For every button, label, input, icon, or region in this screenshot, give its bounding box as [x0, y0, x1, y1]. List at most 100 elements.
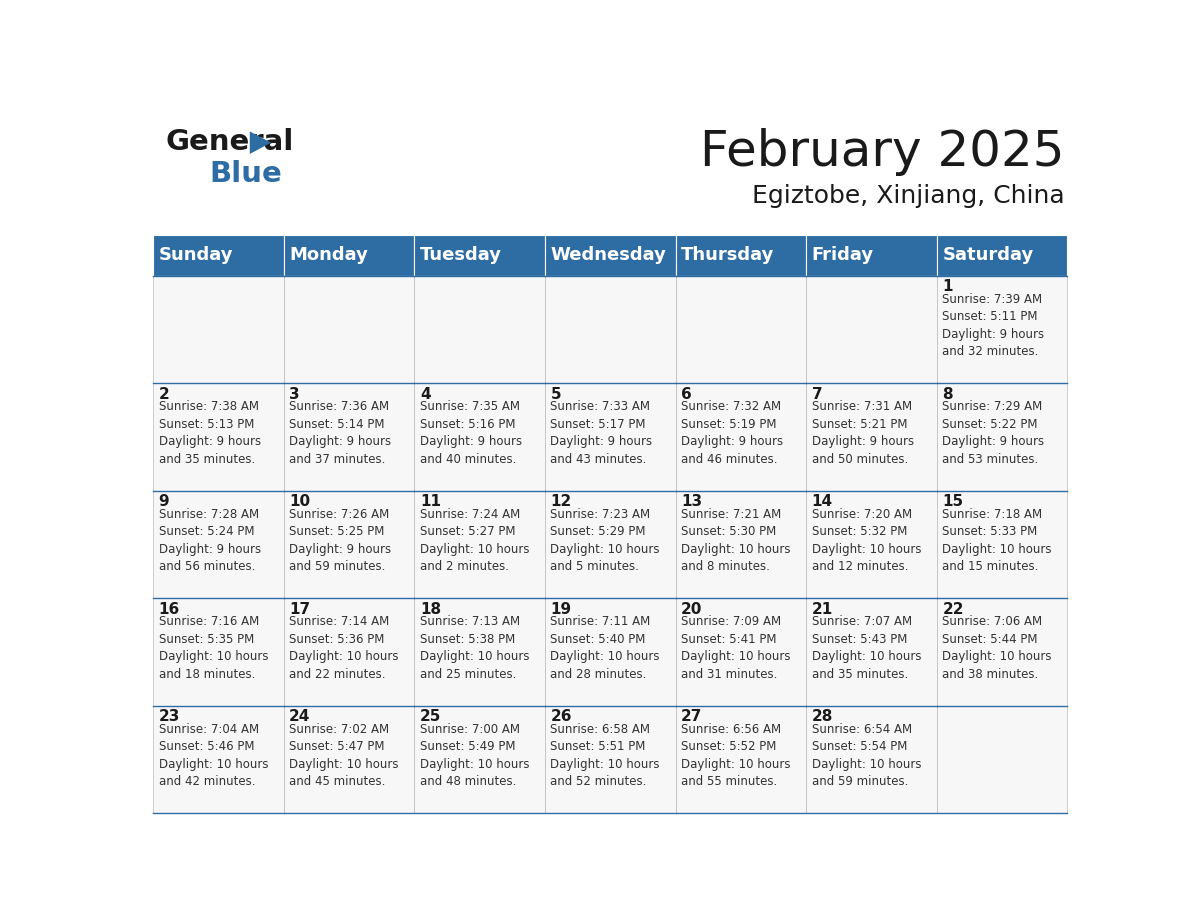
Polygon shape — [249, 131, 271, 154]
Text: Blue: Blue — [209, 161, 282, 188]
Bar — [415, 383, 545, 491]
Bar — [937, 491, 1067, 599]
Text: 11: 11 — [419, 494, 441, 509]
Text: 1: 1 — [942, 279, 953, 294]
Text: Sunrise: 7:09 AM
Sunset: 5:41 PM
Daylight: 10 hours
and 31 minutes.: Sunrise: 7:09 AM Sunset: 5:41 PM Dayligh… — [681, 615, 790, 681]
Text: 7: 7 — [811, 386, 822, 402]
Bar — [937, 235, 1067, 275]
Text: 28: 28 — [811, 710, 833, 724]
Text: 18: 18 — [419, 602, 441, 617]
Text: 13: 13 — [681, 494, 702, 509]
Text: Sunrise: 7:23 AM
Sunset: 5:29 PM
Daylight: 10 hours
and 5 minutes.: Sunrise: 7:23 AM Sunset: 5:29 PM Dayligh… — [550, 508, 661, 573]
Bar — [545, 383, 676, 491]
Text: 4: 4 — [419, 386, 430, 402]
Bar — [676, 491, 807, 599]
Bar — [415, 599, 545, 706]
Text: Sunrise: 7:20 AM
Sunset: 5:32 PM
Daylight: 10 hours
and 12 minutes.: Sunrise: 7:20 AM Sunset: 5:32 PM Dayligh… — [811, 508, 921, 573]
Text: 24: 24 — [289, 710, 310, 724]
Text: 22: 22 — [942, 602, 963, 617]
Text: Saturday: Saturday — [942, 246, 1034, 264]
Bar — [153, 275, 284, 383]
Text: 16: 16 — [159, 602, 179, 617]
Bar — [807, 383, 937, 491]
Text: Sunrise: 7:31 AM
Sunset: 5:21 PM
Daylight: 9 hours
and 50 minutes.: Sunrise: 7:31 AM Sunset: 5:21 PM Dayligh… — [811, 400, 914, 465]
Text: Sunrise: 7:14 AM
Sunset: 5:36 PM
Daylight: 10 hours
and 22 minutes.: Sunrise: 7:14 AM Sunset: 5:36 PM Dayligh… — [289, 615, 399, 681]
Bar — [807, 275, 937, 383]
Text: Thursday: Thursday — [681, 246, 775, 264]
Bar — [545, 599, 676, 706]
Text: Tuesday: Tuesday — [419, 246, 501, 264]
Text: Sunrise: 6:54 AM
Sunset: 5:54 PM
Daylight: 10 hours
and 59 minutes.: Sunrise: 6:54 AM Sunset: 5:54 PM Dayligh… — [811, 722, 921, 789]
Text: Sunrise: 7:21 AM
Sunset: 5:30 PM
Daylight: 10 hours
and 8 minutes.: Sunrise: 7:21 AM Sunset: 5:30 PM Dayligh… — [681, 508, 790, 573]
Text: Sunrise: 7:33 AM
Sunset: 5:17 PM
Daylight: 9 hours
and 43 minutes.: Sunrise: 7:33 AM Sunset: 5:17 PM Dayligh… — [550, 400, 652, 465]
Bar — [807, 599, 937, 706]
Bar — [153, 383, 284, 491]
Bar — [284, 491, 415, 599]
Text: Sunrise: 7:29 AM
Sunset: 5:22 PM
Daylight: 9 hours
and 53 minutes.: Sunrise: 7:29 AM Sunset: 5:22 PM Dayligh… — [942, 400, 1044, 465]
Text: Sunrise: 7:18 AM
Sunset: 5:33 PM
Daylight: 10 hours
and 15 minutes.: Sunrise: 7:18 AM Sunset: 5:33 PM Dayligh… — [942, 508, 1051, 573]
Text: Sunrise: 7:26 AM
Sunset: 5:25 PM
Daylight: 9 hours
and 59 minutes.: Sunrise: 7:26 AM Sunset: 5:25 PM Dayligh… — [289, 508, 391, 573]
Text: 12: 12 — [550, 494, 571, 509]
Bar — [545, 491, 676, 599]
Text: 10: 10 — [289, 494, 310, 509]
Text: 20: 20 — [681, 602, 702, 617]
Text: 27: 27 — [681, 710, 702, 724]
Text: Sunrise: 7:39 AM
Sunset: 5:11 PM
Daylight: 9 hours
and 32 minutes.: Sunrise: 7:39 AM Sunset: 5:11 PM Dayligh… — [942, 293, 1044, 358]
Text: Sunrise: 7:11 AM
Sunset: 5:40 PM
Daylight: 10 hours
and 28 minutes.: Sunrise: 7:11 AM Sunset: 5:40 PM Dayligh… — [550, 615, 661, 681]
Text: 3: 3 — [289, 386, 299, 402]
Bar — [415, 235, 545, 275]
Bar — [676, 383, 807, 491]
Text: 2: 2 — [159, 386, 170, 402]
Text: 19: 19 — [550, 602, 571, 617]
Text: Sunrise: 6:56 AM
Sunset: 5:52 PM
Daylight: 10 hours
and 55 minutes.: Sunrise: 6:56 AM Sunset: 5:52 PM Dayligh… — [681, 722, 790, 789]
Text: Wednesday: Wednesday — [550, 246, 666, 264]
Bar — [807, 491, 937, 599]
Text: Sunrise: 7:07 AM
Sunset: 5:43 PM
Daylight: 10 hours
and 35 minutes.: Sunrise: 7:07 AM Sunset: 5:43 PM Dayligh… — [811, 615, 921, 681]
Bar — [807, 706, 937, 813]
Bar — [153, 235, 284, 275]
Bar — [676, 275, 807, 383]
Text: Sunrise: 7:13 AM
Sunset: 5:38 PM
Daylight: 10 hours
and 25 minutes.: Sunrise: 7:13 AM Sunset: 5:38 PM Dayligh… — [419, 615, 530, 681]
Bar — [284, 275, 415, 383]
Text: Sunrise: 7:04 AM
Sunset: 5:46 PM
Daylight: 10 hours
and 42 minutes.: Sunrise: 7:04 AM Sunset: 5:46 PM Dayligh… — [159, 722, 268, 789]
Text: 9: 9 — [159, 494, 169, 509]
Text: 26: 26 — [550, 710, 571, 724]
Text: Sunrise: 7:06 AM
Sunset: 5:44 PM
Daylight: 10 hours
and 38 minutes.: Sunrise: 7:06 AM Sunset: 5:44 PM Dayligh… — [942, 615, 1051, 681]
Bar — [284, 599, 415, 706]
Bar — [284, 235, 415, 275]
Text: 25: 25 — [419, 710, 441, 724]
Bar — [284, 706, 415, 813]
Bar — [545, 706, 676, 813]
Text: Sunrise: 7:16 AM
Sunset: 5:35 PM
Daylight: 10 hours
and 18 minutes.: Sunrise: 7:16 AM Sunset: 5:35 PM Dayligh… — [159, 615, 268, 681]
Text: 6: 6 — [681, 386, 691, 402]
Text: Sunrise: 7:36 AM
Sunset: 5:14 PM
Daylight: 9 hours
and 37 minutes.: Sunrise: 7:36 AM Sunset: 5:14 PM Dayligh… — [289, 400, 391, 465]
Text: Sunday: Sunday — [159, 246, 233, 264]
Text: Monday: Monday — [289, 246, 368, 264]
Text: Sunrise: 7:32 AM
Sunset: 5:19 PM
Daylight: 9 hours
and 46 minutes.: Sunrise: 7:32 AM Sunset: 5:19 PM Dayligh… — [681, 400, 783, 465]
Bar — [937, 599, 1067, 706]
Text: 23: 23 — [159, 710, 181, 724]
Text: Sunrise: 7:00 AM
Sunset: 5:49 PM
Daylight: 10 hours
and 48 minutes.: Sunrise: 7:00 AM Sunset: 5:49 PM Dayligh… — [419, 722, 530, 789]
Text: Sunrise: 6:58 AM
Sunset: 5:51 PM
Daylight: 10 hours
and 52 minutes.: Sunrise: 6:58 AM Sunset: 5:51 PM Dayligh… — [550, 722, 661, 789]
Text: Egiztobe, Xinjiang, China: Egiztobe, Xinjiang, China — [752, 185, 1064, 208]
Text: 14: 14 — [811, 494, 833, 509]
Text: 17: 17 — [289, 602, 310, 617]
Text: Sunrise: 7:38 AM
Sunset: 5:13 PM
Daylight: 9 hours
and 35 minutes.: Sunrise: 7:38 AM Sunset: 5:13 PM Dayligh… — [159, 400, 260, 465]
Text: 21: 21 — [811, 602, 833, 617]
Bar — [153, 491, 284, 599]
Bar — [545, 275, 676, 383]
Bar — [676, 599, 807, 706]
Bar — [676, 235, 807, 275]
Bar — [937, 275, 1067, 383]
Bar — [415, 706, 545, 813]
Text: Sunrise: 7:24 AM
Sunset: 5:27 PM
Daylight: 10 hours
and 2 minutes.: Sunrise: 7:24 AM Sunset: 5:27 PM Dayligh… — [419, 508, 530, 573]
Text: February 2025: February 2025 — [700, 128, 1064, 176]
Bar — [807, 235, 937, 275]
Bar — [937, 383, 1067, 491]
Bar — [153, 706, 284, 813]
Text: 15: 15 — [942, 494, 963, 509]
Text: Sunrise: 7:02 AM
Sunset: 5:47 PM
Daylight: 10 hours
and 45 minutes.: Sunrise: 7:02 AM Sunset: 5:47 PM Dayligh… — [289, 722, 399, 789]
Bar — [415, 275, 545, 383]
Text: 8: 8 — [942, 386, 953, 402]
Bar — [937, 706, 1067, 813]
